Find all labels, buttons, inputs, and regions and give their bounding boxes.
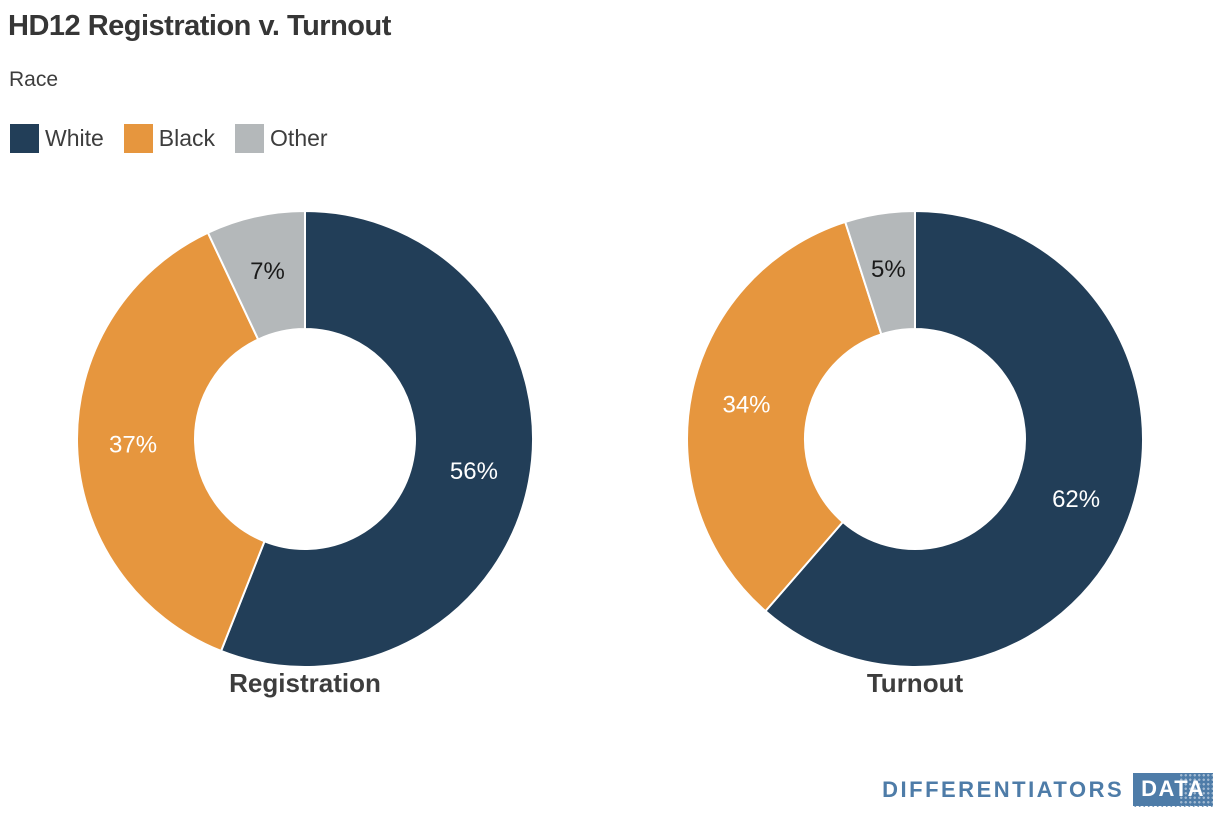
- legend-label: White: [45, 125, 104, 151]
- slice-value-label: 37%: [109, 431, 157, 458]
- legend-item-black: Black: [123, 124, 216, 153]
- legend-swatch: [235, 124, 265, 153]
- legend-item-other: Other: [235, 124, 328, 153]
- slice-value-label: 7%: [250, 258, 285, 285]
- brand-badge: DATA: [1133, 773, 1213, 807]
- registration-donut-chart: 56% 37% 7%: [76, 210, 534, 668]
- turnout-donut-chart: 62% 34% 5%: [686, 210, 1144, 668]
- slice-value-label: 5%: [871, 256, 906, 283]
- legend-swatch: [123, 124, 153, 153]
- turnout-caption: Turnout: [866, 668, 964, 698]
- brand-logo[interactable]: DIFFERENTIATORS DATA: [882, 773, 1213, 807]
- donut-slice-black: [76, 231, 266, 652]
- slice-value-label: 34%: [722, 391, 770, 418]
- donut-slice-black: [686, 220, 883, 613]
- donut-slice-other: [206, 210, 306, 341]
- chart-subtitle: Race: [9, 68, 59, 91]
- registration-caption: Registration: [229, 668, 381, 698]
- donut-slice-other: [844, 210, 916, 336]
- legend-swatch: [10, 124, 39, 153]
- slice-value-label: 56%: [450, 458, 498, 485]
- legend-label: Black: [158, 125, 216, 151]
- donut-slice-white: [764, 210, 1144, 668]
- page-title: HD12 Registration v. Turnout: [8, 10, 391, 42]
- brand-wordmark: DIFFERENTIATORS: [882, 776, 1125, 802]
- legend-item-white: White: [10, 124, 104, 153]
- slice-value-label: 62%: [1052, 486, 1100, 513]
- legend: White Black Other: [10, 124, 348, 153]
- legend-label: Other: [270, 125, 328, 151]
- donut-slice-white: [220, 210, 534, 668]
